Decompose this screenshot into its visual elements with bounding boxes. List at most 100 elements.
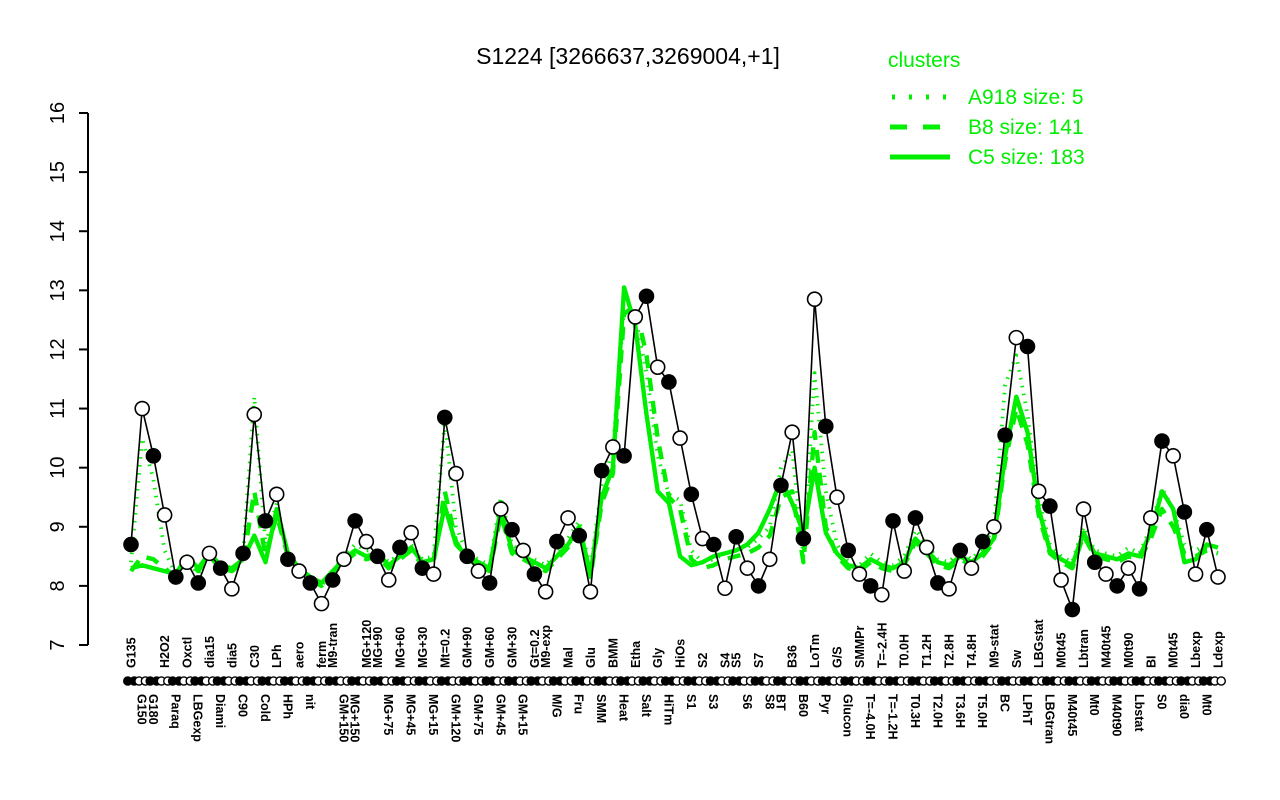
x-condition-label: GM+45: [493, 694, 507, 735]
x-condition-label: S5: [730, 653, 744, 668]
sample-marker-filled: [1154, 433, 1170, 449]
x-condition-label: GM+75: [471, 694, 485, 735]
y-tick-label: 9: [47, 521, 69, 532]
sample-marker-open: [560, 510, 576, 526]
x-condition-label: Lbstat: [1132, 694, 1146, 732]
sample-marker-filled: [840, 542, 856, 559]
x-condition-label: T5.0H: [975, 694, 989, 728]
x-condition-label: B36: [786, 645, 800, 668]
sample-marker-filled: [638, 288, 655, 305]
sample-marker-filled: [593, 462, 610, 479]
x-condition-label: LPhT: [1020, 694, 1034, 726]
x-condition-label: BT: [774, 694, 788, 711]
sample-marker-open: [896, 563, 913, 579]
sample-marker-filled: [145, 448, 162, 464]
y-tick-label: 10: [47, 457, 69, 479]
y-tick-label: 7: [47, 639, 69, 650]
sample-marker-open: [470, 563, 487, 579]
x-condition-label: M0t90: [1122, 633, 1136, 668]
y-tick-label: 14: [47, 220, 69, 242]
sample-marker-filled: [392, 539, 408, 556]
condition-dot-open: [1216, 676, 1226, 686]
sample-marker-open: [1075, 501, 1092, 517]
sample-marker-filled: [347, 513, 363, 529]
x-condition-label: M/G: [549, 694, 563, 718]
y-tick-label: 15: [47, 161, 69, 183]
legend-label-b8: B8 size: 141: [968, 116, 1084, 139]
sample-marker-filled: [526, 566, 543, 582]
x-condition-label: Gt=0.2: [528, 629, 542, 668]
x-condition-label: MG+45: [404, 694, 418, 735]
sample-marker-open: [1053, 572, 1069, 588]
x-condition-label: T2.0H: [930, 694, 944, 728]
x-condition-label: Lbtran: [1077, 629, 1091, 668]
x-condition-label: dia15: [203, 636, 217, 668]
x-condition-label: SMM: [594, 694, 608, 723]
sample-marker-open: [1210, 569, 1226, 585]
chart-legend: clusters A918 size: 5 B8 size: 141 C5 si…: [888, 49, 1085, 169]
sample-marker-open: [874, 586, 890, 603]
sample-marker-open: [1120, 560, 1137, 576]
x-condition-label: dia0: [1177, 694, 1191, 719]
x-condition-label: M40t45: [1065, 694, 1079, 736]
x-condition-label: MG+15: [426, 694, 440, 735]
x-condition-label: HiOs: [674, 639, 688, 668]
x-condition-label: Salt: [639, 694, 653, 718]
sample-marker-open: [851, 566, 868, 582]
sample-marker-filled: [235, 545, 251, 562]
sample-marker-open: [515, 542, 532, 559]
sample-marker-open: [605, 439, 621, 455]
sample-marker-open: [246, 406, 263, 423]
sample-marker-filled: [862, 578, 879, 594]
x-condition-label: GM+150: [336, 694, 350, 742]
sample-marker-open: [1187, 566, 1204, 582]
x-condition-label: LBGtran: [1042, 694, 1056, 744]
sample-marker-open: [537, 583, 554, 600]
sample-marker-filled: [616, 448, 632, 464]
x-condition-label: S3: [706, 694, 720, 709]
x-condition-label: G135: [125, 637, 139, 668]
sample-marker-open: [672, 430, 688, 446]
x-condition-label: S0: [1155, 694, 1169, 709]
x-condition-label: C30: [248, 645, 262, 668]
y-tick-label: 12: [47, 338, 69, 360]
sample-marker-open: [358, 533, 375, 550]
x-condition-label: LBGexp: [191, 694, 205, 742]
x-condition-label: Mt=0.2: [438, 629, 452, 668]
sample-marker-filled: [168, 569, 184, 585]
x-condition-label: Ldexp: [1212, 631, 1226, 668]
sample-marker-filled: [324, 572, 341, 588]
x-condition-label: Cold: [258, 694, 272, 722]
x-condition-label: BI: [1144, 656, 1158, 669]
sample-marker-filled: [1019, 338, 1036, 355]
x-condition-label: Paraq: [168, 694, 182, 729]
x-condition-label: GM+30: [506, 627, 520, 668]
sample-marker-open: [201, 545, 218, 562]
sample-marker-filled: [212, 560, 229, 576]
sample-marker-filled: [705, 536, 722, 553]
x-condition-label: MG+30: [416, 627, 430, 668]
legend-label-c5: C5 size: 183: [968, 146, 1085, 169]
sample-marker-open: [986, 518, 1002, 535]
sample-marker-filled: [481, 575, 498, 591]
x-condition-label: M9-exp: [539, 625, 553, 668]
x-condition-label: dia5: [225, 643, 239, 668]
x-condition-label: MG+120: [360, 620, 374, 668]
x-condition-label: S6: [740, 694, 754, 709]
y-tick-label: 16: [47, 102, 69, 124]
sample-marker-filled: [817, 418, 834, 435]
x-condition-label: aero: [293, 641, 307, 668]
x-condition-label: ferm: [315, 641, 329, 668]
x-condition-label: HiTm: [661, 694, 675, 725]
x-condition-label: Sw: [1010, 650, 1024, 668]
x-condition-label: Mt0: [1087, 694, 1101, 716]
y-tick-label: 11: [47, 398, 69, 419]
sample-marker-filled: [997, 427, 1013, 443]
x-condition-label: Glucon: [841, 694, 855, 737]
sample-marker-open: [1098, 566, 1114, 582]
x-condition-label: M0t45: [1055, 633, 1069, 668]
x-condition-label: MG+75: [381, 694, 395, 735]
sample-marker-filled: [683, 486, 700, 503]
